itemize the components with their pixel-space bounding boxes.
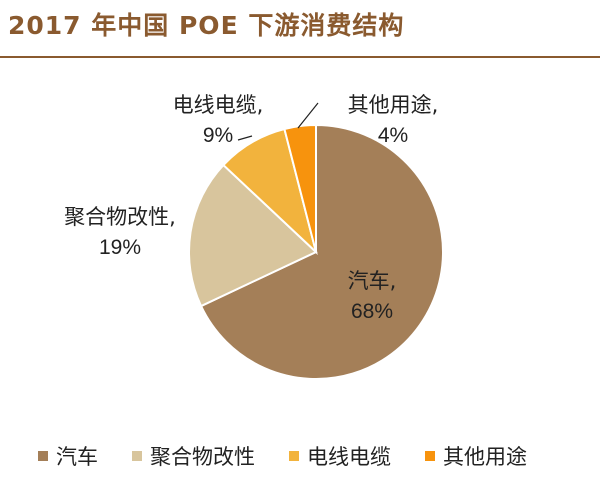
slice-label-2: 电线电缆,: [173, 93, 264, 117]
slice-label-1: 聚合物改性,: [64, 205, 176, 229]
legend-item-automotive: 汽车: [38, 441, 98, 471]
leader-line-2: [237, 135, 253, 141]
legend-label: 汽车: [56, 445, 98, 469]
legend-item-other-uses: 其他用途: [425, 441, 527, 471]
pie-chart: 汽车, 68% 聚合物改性, 19% 电线电缆, 9% 其他用途, 4%: [64, 93, 444, 380]
legend-item-polymer-modification: 聚合物改性: [132, 441, 255, 471]
legend-swatch: [289, 451, 299, 461]
legend-label: 电线电缆: [307, 445, 391, 469]
leader-line-3: [297, 102, 319, 129]
chart-title: 2017 年中国 POE 下游消费结构: [8, 11, 405, 40]
legend-label: 聚合物改性: [150, 445, 255, 469]
slice-value-label-2: 9%: [203, 124, 233, 147]
slice-value-label-0: 68%: [351, 300, 393, 323]
legend-swatch: [38, 451, 48, 461]
legend-swatch: [425, 451, 435, 461]
slice-value-label-1: 19%: [99, 236, 141, 259]
pie-slice-0: [199, 123, 444, 380]
slice-value-label-3: 4%: [378, 124, 408, 147]
slice-label-0: 汽车,: [348, 269, 397, 293]
pie-slice-1: [188, 163, 318, 308]
slice-label-3: 其他用途,: [348, 93, 439, 117]
legend-swatch: [132, 451, 142, 461]
legend-label: 其他用途: [443, 445, 527, 469]
legend: 汽车 聚合物改性 电线电缆 其他用途: [38, 441, 598, 471]
title-underline: [0, 56, 600, 58]
legend-item-wire-cable: 电线电缆: [289, 441, 391, 471]
